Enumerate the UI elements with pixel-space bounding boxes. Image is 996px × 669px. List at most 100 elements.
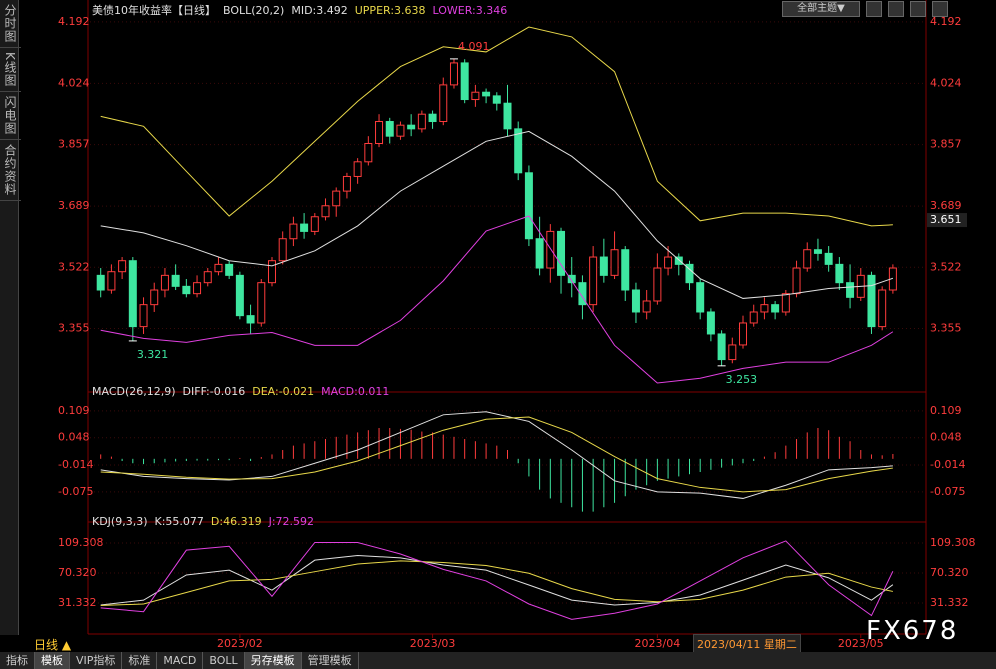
y-tick-label: 3.355: [930, 321, 962, 334]
icon-button[interactable]: [888, 1, 904, 17]
chart: 4.192 4.192 4.024 4.024 3.857 3.857 3.689 3.689…: [58, 0, 976, 650]
y-tick-label: 70.320: [930, 566, 969, 579]
candle-body: [332, 190, 341, 207]
sidebar-tab[interactable]: 分时图: [0, 0, 21, 48]
candle-body: [589, 256, 598, 306]
candle-body: [524, 172, 533, 240]
candle-body: [171, 274, 180, 287]
candle-body: [182, 285, 191, 295]
candle-body: [631, 289, 640, 313]
tab[interactable]: 管理模板: [302, 652, 359, 669]
icon-button[interactable]: [866, 1, 882, 17]
candle-body: [471, 91, 480, 101]
icon-button[interactable]: [910, 1, 926, 17]
candle-body: [449, 62, 458, 86]
candle-body: [546, 230, 555, 269]
candle-body: [460, 62, 469, 101]
y-tick-label: 0.048: [58, 431, 90, 444]
legend-item: K:55.077: [154, 515, 204, 528]
candle-body: [492, 95, 501, 104]
candle-body: [439, 84, 448, 123]
candle-body: [310, 216, 319, 232]
series-line: [100, 540, 894, 620]
tab[interactable]: 另存模板: [244, 652, 302, 669]
y-tick-label: 4.192: [930, 15, 962, 28]
watermark: FX678: [866, 616, 959, 646]
candle-body: [278, 238, 287, 262]
candle-body: [867, 274, 876, 328]
candle-body: [289, 223, 298, 240]
legend-item: KDJ(9,3,3): [92, 515, 148, 528]
x-tick-label: 2023/02: [217, 637, 263, 650]
candle-body: [96, 274, 105, 291]
series-line: [100, 130, 894, 299]
candle-body: [781, 293, 790, 313]
y-tick-label: 3.355: [58, 321, 90, 334]
tab[interactable]: VIP指标: [70, 652, 123, 669]
icon-button[interactable]: [932, 1, 948, 17]
candle-body: [482, 91, 491, 97]
y-tick-label: 109.308: [930, 536, 976, 549]
y-tick-label: 4.024: [930, 76, 962, 89]
legend-item: MACD(26,12,9): [92, 385, 176, 398]
legend-item: DIFF:-0.016: [182, 385, 246, 398]
legend-item: D:46.319: [210, 515, 262, 528]
candle-body: [846, 282, 855, 298]
tab[interactable]: 标准: [122, 652, 158, 669]
sidebar-tab[interactable]: 闪电图: [0, 92, 21, 140]
candle-body: [599, 256, 608, 276]
candle-body: [139, 304, 148, 328]
sidebar-tab[interactable]: 合约资料: [0, 140, 21, 201]
y-tick-label: -0.014: [58, 458, 93, 471]
candle-body: [813, 249, 822, 254]
candle-body: [503, 102, 512, 130]
candle-body: [824, 252, 833, 265]
legend-item: MID:3.492: [291, 4, 348, 17]
x-tick-label: 2023/03: [410, 637, 456, 650]
candle-body: [107, 271, 116, 291]
candle-body: [621, 249, 630, 291]
tab[interactable]: MACD: [157, 652, 204, 669]
y-tick-label: 0.048: [930, 431, 962, 444]
candle-body: [674, 256, 683, 265]
candle-body: [664, 256, 673, 269]
y-tick-label: 3.522: [58, 260, 90, 273]
tab[interactable]: BOLL: [203, 652, 245, 669]
candle-body: [118, 260, 127, 273]
candle-body: [749, 311, 758, 324]
candle-body: [128, 260, 137, 328]
y-tick-label: 3.857: [58, 138, 90, 151]
candle-body: [685, 263, 694, 284]
sidebar-tab[interactable]: K线图: [0, 48, 21, 92]
candle-body: [835, 263, 844, 284]
series-line: [100, 555, 894, 606]
tab[interactable]: 指标: [0, 652, 35, 669]
x-tick-label: 2023/05: [838, 637, 884, 650]
candle-body: [396, 124, 405, 137]
candle-body: [792, 267, 801, 295]
candle-body: [578, 282, 587, 306]
candle-body: [696, 282, 705, 313]
candle-body: [300, 223, 309, 232]
price-marker-bg: [927, 213, 967, 228]
candle-body: [214, 263, 223, 273]
series-line: [100, 215, 894, 384]
candle-body: [321, 205, 330, 218]
series-line: [100, 416, 893, 493]
candle-body: [771, 304, 780, 313]
y-tick-label: 3.857: [930, 138, 962, 151]
candle-body: [235, 274, 244, 317]
y-tick-label: 4.192: [58, 15, 90, 28]
theme-button[interactable]: 全部主题▼: [782, 1, 860, 17]
candle-body: [257, 282, 266, 324]
y-tick-label: 0.109: [930, 404, 962, 417]
y-tick-label: 70.320: [58, 566, 97, 579]
period-selector[interactable]: 日线 ▲: [34, 638, 72, 652]
legend-item: BOLL(20,2): [223, 4, 285, 17]
legend: KDJ(9,3,3) K:55.077 D:46.319 J:72.592: [92, 515, 321, 528]
series-line: [100, 560, 893, 607]
tab[interactable]: 模板: [35, 652, 70, 669]
y-tick-label: 3.689: [930, 199, 962, 212]
candle-body: [514, 128, 523, 174]
